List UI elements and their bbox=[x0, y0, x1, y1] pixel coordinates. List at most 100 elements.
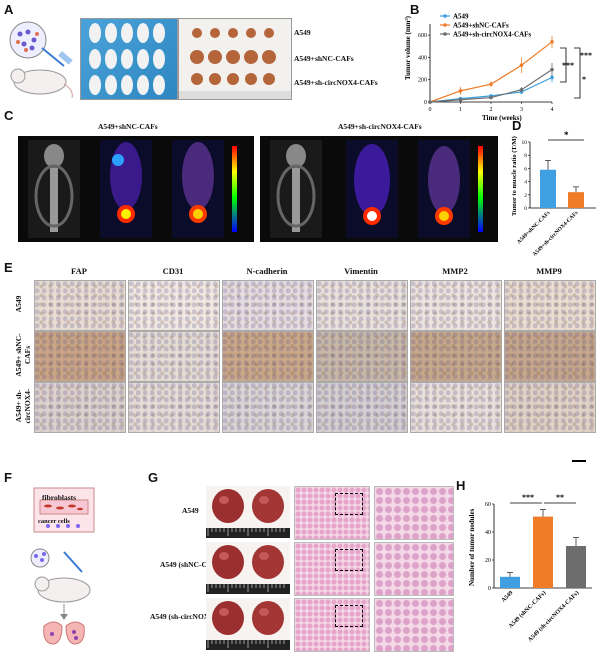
ihc-tile bbox=[222, 280, 314, 331]
mouse-injection-illustration bbox=[9, 21, 73, 99]
lung-photo bbox=[206, 542, 290, 594]
fibroblasts-label: fibroblasts bbox=[42, 493, 77, 502]
panel-label-h: H bbox=[456, 478, 466, 493]
lung-shapes bbox=[206, 601, 290, 650]
chart-h-category-label: A549 bbox=[501, 590, 515, 604]
panel-label-d: D bbox=[512, 118, 522, 133]
he-highmag bbox=[374, 598, 454, 652]
scale-bar bbox=[572, 460, 586, 462]
metastasis-model-illustration bbox=[30, 487, 95, 645]
he-highmag bbox=[374, 486, 454, 540]
ihc-tile bbox=[410, 382, 502, 433]
chart-d-ytick-label: 6 bbox=[524, 166, 527, 172]
zoom-box bbox=[335, 493, 363, 515]
ihc-panel: FAP CD31 N-cadherin Vimentin MMP2 MMP9 A549 A5… bbox=[0, 262, 600, 468]
chart-b-legend-label: A549 bbox=[453, 13, 469, 21]
ihc-tile bbox=[222, 382, 314, 433]
ihc-tile bbox=[410, 331, 502, 382]
chart-b-xtick-label: 0 bbox=[429, 107, 432, 113]
chart-d-ytick-label: 10 bbox=[522, 140, 528, 146]
panel-label-b: B bbox=[410, 2, 420, 17]
chart-b-point bbox=[489, 82, 493, 86]
chart-b-ytick-label: 400 bbox=[418, 55, 427, 61]
he-lowmag bbox=[294, 486, 370, 540]
tumor-volume-chart: Tumor volume (mm³) Time (weeks) 0 200 400 6… bbox=[404, 13, 592, 123]
ihc-tile bbox=[316, 280, 408, 331]
ihc-tile bbox=[128, 331, 220, 382]
chart-b-point bbox=[489, 95, 493, 100]
chart-b-point bbox=[550, 75, 554, 80]
chart-b-ylabel: Tumor volume (mm³) bbox=[404, 15, 412, 80]
g-row-label-3: A549 (sh-circNOX4-CAFs) bbox=[150, 612, 237, 621]
chart-b-legend-marker bbox=[443, 32, 447, 36]
lung-shapes bbox=[206, 489, 290, 538]
zoom-box bbox=[335, 605, 363, 627]
ihc-row-label: A549 bbox=[14, 295, 23, 313]
chart-d-ytick-label: 4 bbox=[524, 180, 527, 186]
ihc-header-cd31: CD31 bbox=[162, 266, 184, 276]
pet-scan-panel: A549+shNC-CAFs A549+sh-circNOX4-CAFs bbox=[18, 118, 500, 246]
chart-b-xtick-label: 1 bbox=[459, 107, 462, 113]
ihc-tile bbox=[504, 331, 596, 382]
ihc-tile bbox=[34, 382, 126, 433]
chart-b-sig1: *** bbox=[562, 61, 574, 70]
ihc-header-mmp2: MMP2 bbox=[442, 266, 468, 276]
chart-b-point bbox=[458, 97, 463, 102]
chart-b-sig2: *** bbox=[580, 51, 592, 60]
mice-rows bbox=[89, 23, 165, 95]
ihc-tile bbox=[34, 331, 126, 382]
chart-b-legend-marker bbox=[443, 14, 447, 18]
ihc-tile bbox=[128, 382, 220, 433]
ihc-row-label: A549+ shNC-CAFs bbox=[14, 333, 32, 377]
chart-h-ytick-label: 0 bbox=[488, 586, 491, 592]
chart-b-point bbox=[550, 40, 554, 44]
chart-b-xlabel: Time (weeks) bbox=[482, 114, 522, 122]
ihc-tile bbox=[504, 280, 596, 331]
he-lowmag bbox=[294, 598, 370, 652]
chart-b-point bbox=[458, 89, 463, 93]
chart-d-ytick-label: 0 bbox=[524, 206, 527, 212]
chart-h-bar bbox=[500, 576, 520, 588]
ihc-header-fap: FAP bbox=[71, 266, 87, 276]
chart-b-ytick-label: 200 bbox=[418, 78, 427, 84]
pet-scan-right bbox=[260, 136, 498, 242]
chart-b-point bbox=[519, 87, 524, 92]
ihc-tile bbox=[316, 331, 408, 382]
ihc-tile bbox=[222, 331, 314, 382]
chart-h-sig2: ** bbox=[556, 493, 564, 502]
chart-b-series-line bbox=[429, 41, 553, 103]
chart-h-ytick-label: 20 bbox=[485, 558, 491, 564]
pet-right-images bbox=[270, 140, 483, 238]
chart-h-bar bbox=[566, 546, 586, 588]
panel-label-e: E bbox=[4, 260, 13, 275]
chart-d-ytick-label: 8 bbox=[524, 153, 527, 159]
chart-b-xtick-label: 2 bbox=[490, 107, 493, 113]
ihc-header-vimentin: Vimentin bbox=[344, 266, 378, 276]
pet-scan-left bbox=[18, 136, 254, 242]
chart-d-ytick-label: 2 bbox=[524, 193, 527, 199]
lung-photo bbox=[206, 598, 290, 650]
chart-b-legend-label: A549+sh-circNOX4-CAFs bbox=[453, 31, 531, 39]
pet-left-images bbox=[28, 140, 237, 238]
chart-d-bar bbox=[540, 169, 556, 208]
chart-d-ylabel: Tumor to muscle ratio (T/M) bbox=[511, 136, 518, 216]
panel-label-a: A bbox=[4, 2, 14, 17]
lung-photo bbox=[206, 486, 290, 538]
chart-b-sig3: * bbox=[582, 75, 586, 84]
g-row-label-1: A549 bbox=[182, 506, 199, 515]
chart-b-legend-label: A549+shNC-CAFs bbox=[453, 22, 509, 30]
panel-label-f: F bbox=[4, 470, 12, 485]
he-highmag bbox=[374, 542, 454, 596]
ihc-tile bbox=[410, 280, 502, 331]
group-label-a549: A549 bbox=[294, 28, 311, 37]
chart-d-sig: * bbox=[564, 130, 569, 140]
chart-b-xtick-label: 4 bbox=[551, 107, 554, 113]
tumor-rows bbox=[179, 28, 291, 99]
ihc-tile bbox=[316, 382, 408, 433]
chart-b-point bbox=[519, 63, 524, 68]
ihc-tile bbox=[128, 280, 220, 331]
chart-b-ytick-label: 600 bbox=[418, 33, 427, 39]
chart-h-ytick-label: 60 bbox=[485, 502, 491, 508]
chart-b-ytick-label: 0 bbox=[424, 100, 427, 106]
chart-b-point bbox=[550, 67, 554, 72]
